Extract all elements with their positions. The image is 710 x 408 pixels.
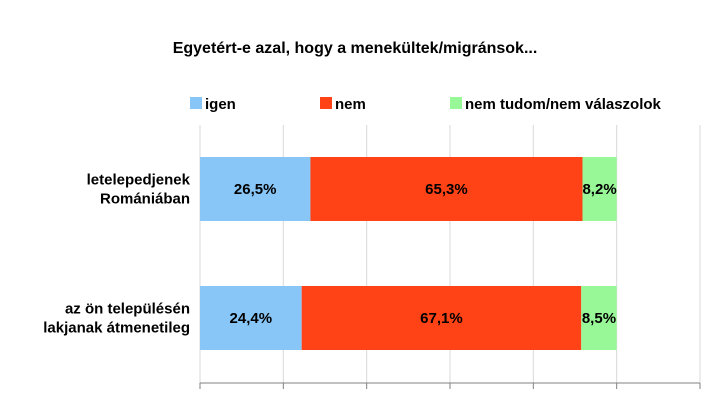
legend-label: igen — [205, 96, 236, 113]
data-label: 8,5% — [582, 310, 616, 327]
category-label: Romániában — [100, 191, 190, 208]
bar-segment — [310, 157, 583, 221]
category-label: az ön településén — [65, 301, 190, 318]
legend: igen nem nem tudom/nem válaszolok — [190, 96, 662, 113]
data-label: 65,3% — [425, 181, 468, 198]
bar-segment — [301, 286, 582, 350]
legend-label: nem — [335, 96, 366, 113]
data-label: 67,1% — [420, 310, 463, 327]
legend-swatch — [190, 97, 202, 109]
data-label: 26,5% — [234, 181, 277, 198]
category-label: lakjanak átmenetileg — [43, 320, 190, 337]
bars: 26,5% 65,3% 8,2% 24,4% 67,1% 8,5% — [200, 157, 617, 350]
chart-title: Egyetért-e azal, hogy a menekültek/migrá… — [173, 40, 538, 57]
bar-segment — [581, 286, 617, 350]
bar-segment — [582, 157, 617, 221]
legend-label: nem tudom/nem válaszolok — [465, 96, 662, 113]
category-label: letelepedjenek — [87, 172, 191, 189]
data-label: 8,2% — [582, 181, 616, 198]
bar-segment — [200, 286, 302, 350]
legend-swatch — [320, 97, 332, 109]
legend-swatch — [450, 97, 462, 109]
category-labels: letelepedjenek Romániában az ön településé… — [43, 172, 190, 337]
data-label: 24,4% — [230, 310, 273, 327]
bar-segment — [200, 157, 311, 221]
